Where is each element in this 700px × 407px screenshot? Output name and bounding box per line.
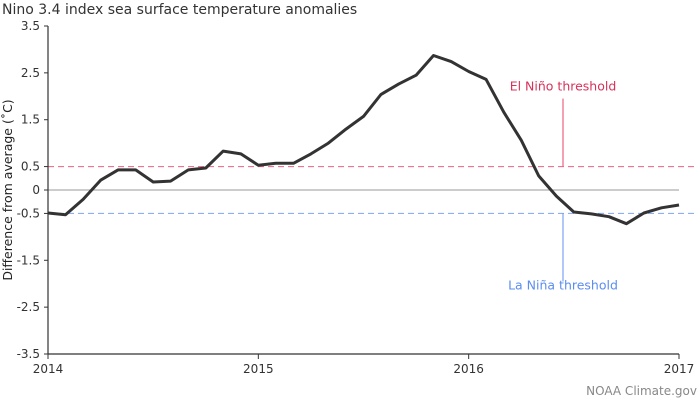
- y-tick-label: 2.5: [21, 66, 40, 80]
- x-tick-label: 2016: [453, 362, 484, 376]
- y-tick-label: -3.5: [17, 347, 40, 361]
- credit: NOAA Climate.gov: [586, 384, 697, 398]
- y-tick-label: 0.5: [21, 160, 40, 174]
- y-tick-label: 0: [32, 183, 40, 197]
- x-tick-label: 2014: [33, 362, 64, 376]
- x-tick-label: 2015: [243, 362, 274, 376]
- y-axis-label: Difference from average (˚C): [0, 99, 15, 280]
- y-tick-label: -2.5: [17, 300, 40, 314]
- threshold-label: El Niño threshold: [510, 79, 617, 94]
- y-tick-label: -1.5: [17, 253, 40, 267]
- y-tick-label: 3.5: [21, 19, 40, 33]
- threshold-label: La Niña threshold: [508, 277, 618, 292]
- y-tick-label: -0.5: [17, 206, 40, 220]
- x-tick-label: 2017: [664, 362, 695, 376]
- y-tick-label: 1.5: [21, 113, 40, 127]
- chart-title: Nino 3.4 index sea surface temperature a…: [2, 2, 357, 18]
